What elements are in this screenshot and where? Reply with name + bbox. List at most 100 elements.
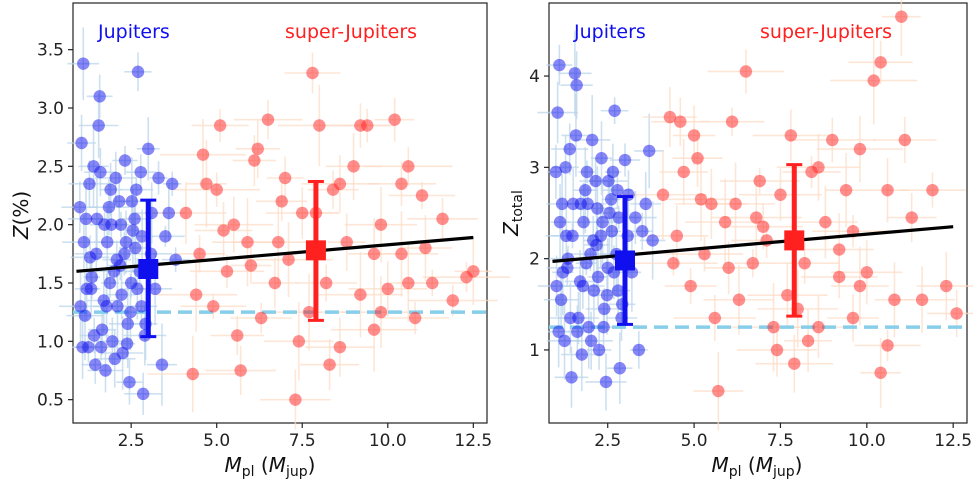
data-point-jupiters <box>558 334 571 348</box>
data-point-super-jupiters <box>408 311 422 325</box>
data-point-super-jupiters <box>395 247 408 261</box>
data-point-super-jupiters <box>950 307 963 320</box>
left-super-jupiters-label: super-Jupiters <box>285 21 417 43</box>
data-point-jupiters <box>77 235 91 249</box>
data-point-jupiters <box>155 358 169 371</box>
data-point-super-jupiters <box>446 294 459 307</box>
data-point-jupiters <box>103 276 117 290</box>
data-point-jupiters <box>581 197 594 211</box>
data-point-super-jupiters <box>663 110 677 124</box>
data-point-super-jupiters <box>846 311 860 325</box>
data-point-jupiters <box>591 202 604 215</box>
data-point-jupiters <box>554 293 568 306</box>
data-point-jupiters <box>553 58 566 72</box>
data-point-jupiters <box>629 211 642 224</box>
data-point-jupiters <box>553 215 567 229</box>
data-point-jupiters <box>102 200 116 214</box>
data-point-jupiters <box>599 375 613 389</box>
left-group-means <box>138 180 326 339</box>
data-point-super-jupiters <box>289 393 302 406</box>
data-point-jupiters <box>100 300 113 313</box>
data-point-jupiters <box>580 165 594 179</box>
data-point-super-jupiters <box>722 261 735 274</box>
data-point-super-jupiters <box>750 211 763 224</box>
data-point-super-jupiters <box>241 235 254 249</box>
data-point-jupiters <box>129 241 142 255</box>
data-point-super-jupiters <box>210 183 223 196</box>
data-point-super-jupiters <box>839 183 853 197</box>
data-point-super-jupiters <box>248 154 261 167</box>
data-point-super-jupiters <box>784 129 798 142</box>
data-point-jupiters <box>130 183 143 196</box>
data-point-super-jupiters <box>691 152 704 165</box>
data-point-jupiters <box>166 177 179 191</box>
data-point-jupiters <box>126 224 140 237</box>
data-point-jupiters <box>559 161 572 174</box>
data-point-jupiters <box>612 211 625 224</box>
data-point-super-jupiters <box>227 218 241 231</box>
data-point-super-jupiters <box>788 357 801 370</box>
y-tick-label: 2.5 <box>37 157 64 177</box>
data-point-jupiters <box>94 340 108 354</box>
data-point-super-jupiters <box>819 215 832 229</box>
data-point-jupiters <box>111 300 124 313</box>
data-point-jupiters <box>563 142 576 156</box>
data-point-jupiters <box>135 230 149 243</box>
data-point-jupiters <box>608 104 621 117</box>
data-point-super-jupiters <box>354 288 367 301</box>
data-point-super-jupiters <box>296 206 309 220</box>
data-point-super-jupiters <box>186 367 199 381</box>
x-tick-label: 7.5 <box>767 431 794 451</box>
data-point-super-jupiters <box>217 224 230 237</box>
group-mean-jupiters <box>138 198 159 339</box>
data-point-jupiters <box>550 279 563 293</box>
data-point-jupiters <box>112 195 126 208</box>
data-point-jupiters <box>110 253 123 266</box>
y-tick-label: 2.0 <box>37 216 64 236</box>
data-point-super-jupiters <box>801 334 815 348</box>
y-tick-label: 3 <box>529 158 540 178</box>
data-point-jupiters <box>597 320 610 334</box>
right-super-jupiters-label: super-Jupiters <box>760 21 892 43</box>
data-point-super-jupiters <box>832 243 846 256</box>
data-point-jupiters <box>618 153 632 167</box>
data-point-super-jupiters <box>812 161 825 174</box>
data-point-super-jupiters <box>895 10 908 23</box>
data-point-jupiters <box>136 387 150 401</box>
x-tick-label: 5.0 <box>203 431 230 451</box>
data-point-jupiters <box>79 212 93 226</box>
data-point-super-jupiters <box>189 288 203 301</box>
data-point-jupiters <box>125 195 139 208</box>
data-point-super-jupiters <box>915 293 929 306</box>
data-point-super-jupiters <box>826 133 839 147</box>
data-point-super-jupiters <box>753 174 766 188</box>
data-point-super-jupiters <box>718 215 732 229</box>
data-point-jupiters <box>115 288 128 301</box>
data-point-jupiters <box>123 375 136 389</box>
y-tick-label: 1.5 <box>37 274 64 294</box>
left-y-ticks: 0.5 1.0 1.5 2.0 2.5 3.0 3.5 <box>37 41 73 411</box>
data-point-jupiters <box>92 119 105 132</box>
data-point-super-jupiters <box>415 189 429 202</box>
data-point-jupiters <box>124 305 137 319</box>
data-point-super-jupiters <box>333 177 347 191</box>
data-point-jupiters <box>104 183 117 196</box>
data-point-super-jupiters <box>436 212 449 226</box>
data-point-jupiters <box>121 317 134 331</box>
data-point-jupiters <box>603 206 616 220</box>
data-point-jupiters <box>596 215 609 229</box>
data-point-super-jupiters <box>268 276 282 290</box>
data-point-jupiters <box>74 300 87 313</box>
data-point-super-jupiters <box>725 115 739 128</box>
data-point-super-jupiters <box>292 335 306 348</box>
right-jupiters-label: Jupiters <box>573 21 646 43</box>
data-point-jupiters <box>89 358 102 371</box>
data-point-super-jupiters <box>313 119 326 132</box>
data-point-jupiters <box>85 270 99 284</box>
data-point-jupiters <box>605 225 619 238</box>
data-point-super-jupiters <box>374 305 388 319</box>
data-point-super-jupiters <box>687 129 701 142</box>
data-point-super-jupiters <box>200 177 213 191</box>
data-point-jupiters <box>94 165 107 179</box>
data-point-jupiters <box>77 57 90 70</box>
